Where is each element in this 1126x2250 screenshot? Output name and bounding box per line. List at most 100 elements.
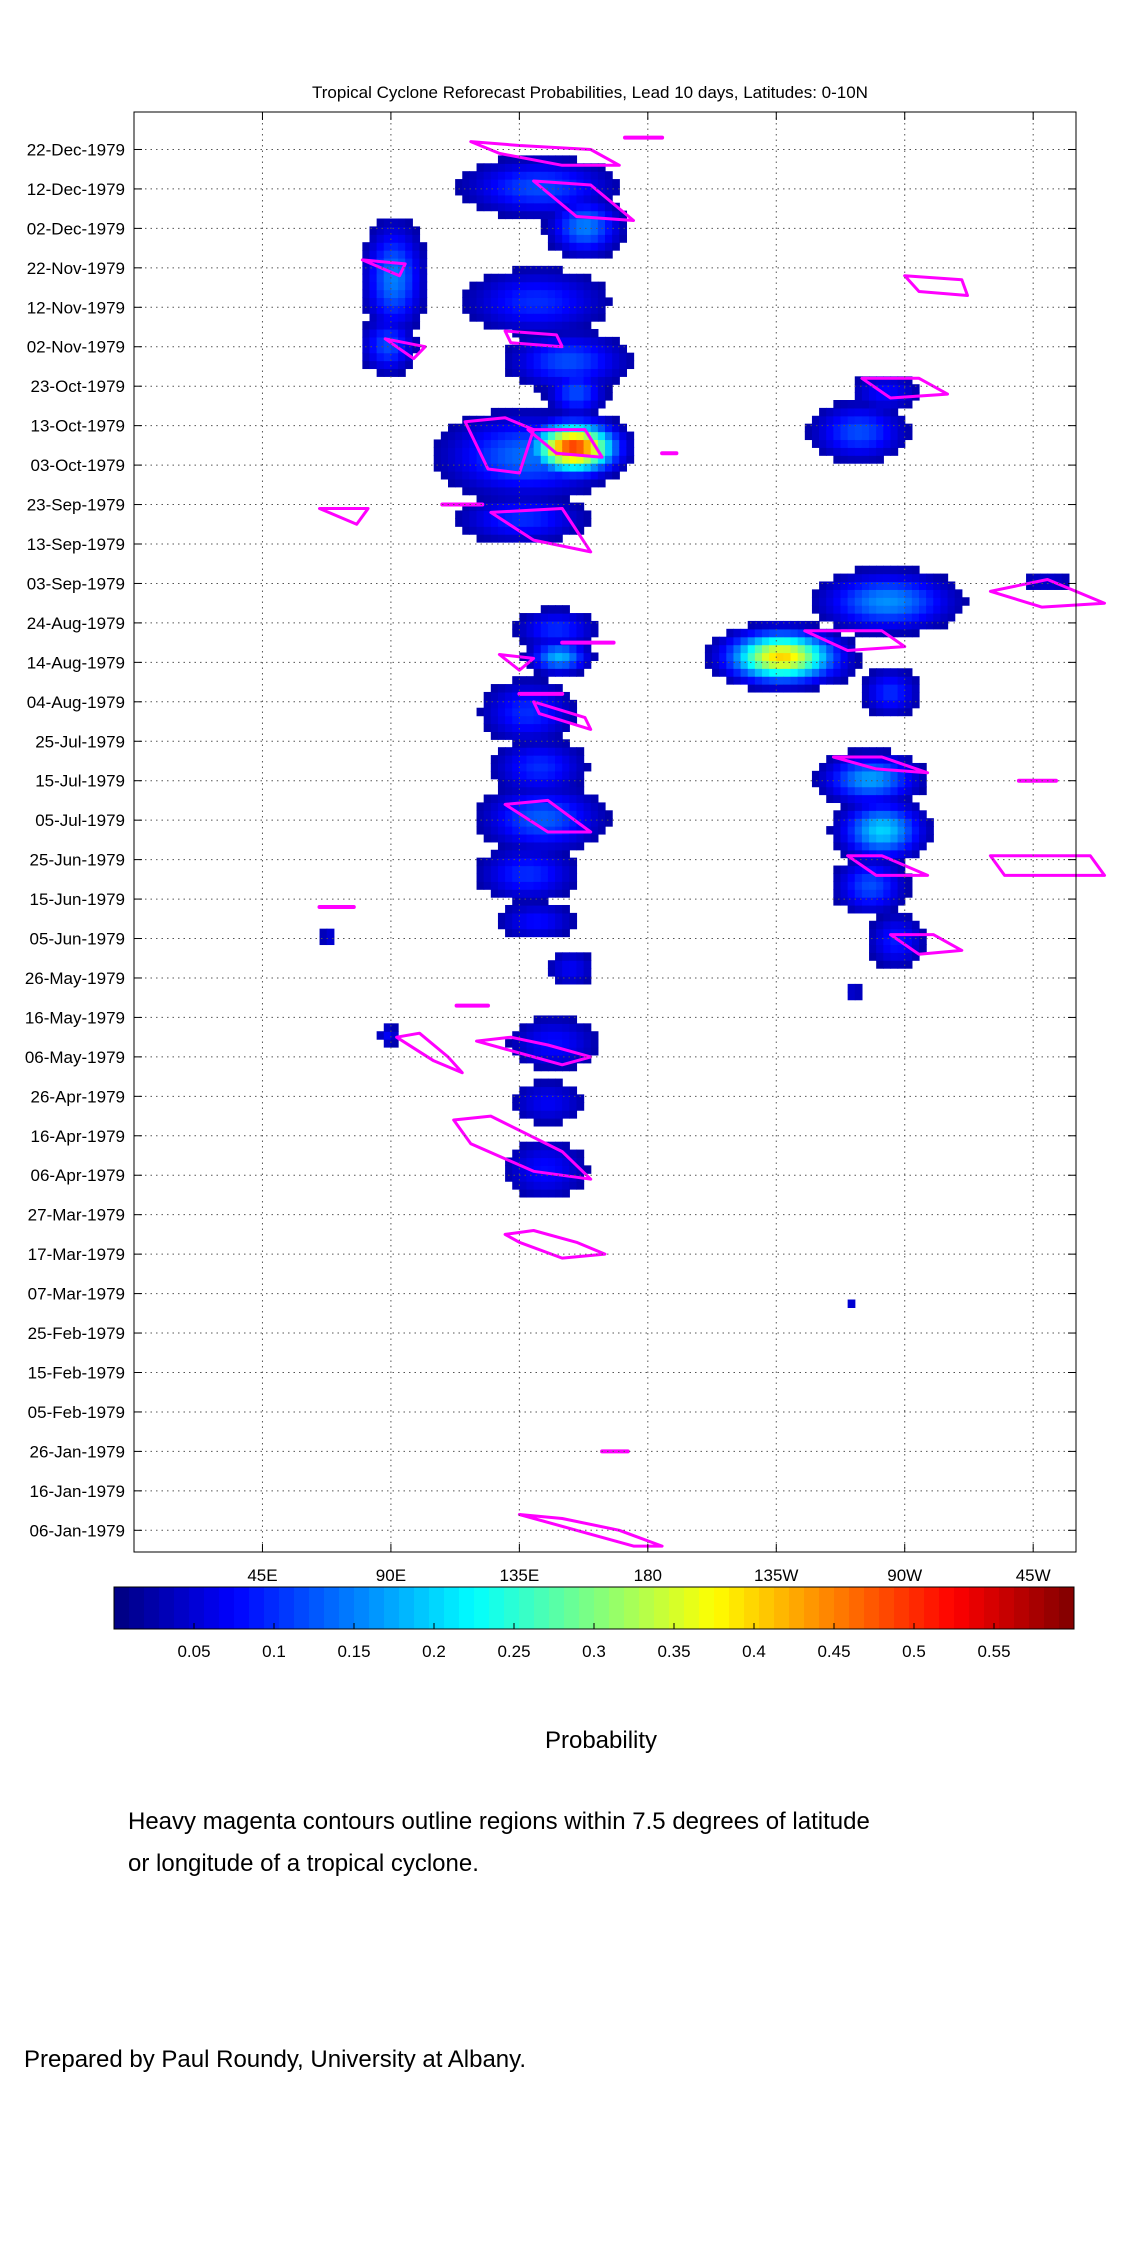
probability-cell <box>497 865 506 875</box>
probability-cell <box>762 676 770 685</box>
probability-cell <box>876 818 884 827</box>
probability-cell <box>876 897 884 906</box>
probability-cell <box>590 352 599 362</box>
probability-cell <box>833 786 842 796</box>
probability-cell <box>369 328 378 338</box>
probability-cell <box>890 376 899 385</box>
colorbar-swatch <box>429 1587 445 1629</box>
probability-cell <box>526 802 535 811</box>
probability-cell <box>519 691 528 701</box>
probability-cell <box>512 155 520 164</box>
probability-cell <box>840 897 849 906</box>
probability-cell <box>526 613 535 622</box>
probability-cell <box>362 321 371 330</box>
probability-cell <box>840 794 849 804</box>
probability-cell <box>576 478 585 488</box>
probability-cell <box>562 1157 570 1166</box>
probability-cell <box>883 747 892 756</box>
probability-cell <box>512 368 520 377</box>
probability-cell <box>562 376 570 385</box>
probability-cell <box>890 818 899 827</box>
probability-cell <box>526 1023 535 1032</box>
probability-cell <box>612 344 620 354</box>
probability-cell <box>562 668 570 677</box>
probability-cell <box>547 265 556 275</box>
probability-cell <box>533 510 542 519</box>
probability-cell <box>890 802 899 811</box>
probability-cell <box>804 636 813 646</box>
probability-cell <box>869 833 877 843</box>
probability-cell <box>562 755 570 764</box>
probability-cell <box>540 202 549 212</box>
probability-cell <box>540 376 549 385</box>
probability-cell <box>533 423 542 433</box>
probability-cell <box>569 155 578 164</box>
colorbar-swatch <box>774 1587 790 1629</box>
probability-cell <box>576 242 585 251</box>
probability-cell <box>362 344 371 354</box>
probability-cell <box>390 1039 399 1048</box>
probability-cell <box>526 778 535 788</box>
probability-cell <box>733 652 742 661</box>
probability-cell <box>776 684 785 693</box>
probability-cell <box>854 605 863 614</box>
probability-cell <box>533 1086 542 1095</box>
probability-cell <box>590 652 599 661</box>
probability-cell <box>562 904 570 914</box>
colorbar-swatch <box>564 1587 580 1629</box>
probability-cell <box>1026 581 1034 590</box>
probability-cell <box>519 904 528 914</box>
probability-cell <box>476 186 485 196</box>
probability-cell <box>526 179 535 188</box>
probability-cell <box>483 202 492 212</box>
probability-cell <box>583 818 592 827</box>
probability-cell <box>897 699 906 709</box>
colorbar-swatch <box>594 1587 610 1629</box>
colorbar-swatch <box>234 1587 250 1629</box>
probability-cell <box>569 620 578 630</box>
probability-cell <box>897 833 906 843</box>
probability-cell <box>583 652 592 661</box>
probability-cell <box>833 439 842 448</box>
probability-cell <box>526 502 535 512</box>
probability-cell <box>804 644 813 654</box>
probability-cell <box>919 605 927 614</box>
probability-cell <box>505 1173 513 1182</box>
probability-cell <box>490 881 499 890</box>
probability-cell <box>547 218 556 228</box>
probability-cell <box>512 305 520 314</box>
probability-cell <box>519 1023 528 1032</box>
probability-cell <box>576 770 585 780</box>
probability-cell <box>583 510 592 519</box>
probability-cell <box>869 676 877 685</box>
probability-cell <box>505 810 513 819</box>
probability-cell <box>562 920 570 930</box>
probability-cell <box>526 755 535 764</box>
probability-cell <box>733 660 742 669</box>
probability-cell <box>405 250 413 259</box>
probability-cell <box>512 171 520 180</box>
probability-cell <box>833 620 842 630</box>
probability-cell <box>869 597 877 606</box>
probability-cell <box>869 897 877 906</box>
probability-cell <box>597 202 606 212</box>
probability-cell <box>519 447 528 456</box>
probability-cell <box>576 960 585 969</box>
probability-cell <box>569 715 578 725</box>
cyclone-contour <box>383 337 427 361</box>
probability-cell <box>869 455 877 464</box>
probability-cell <box>583 518 592 527</box>
probability-cell <box>883 684 892 693</box>
probability-cell <box>590 281 599 291</box>
probability-cell <box>897 841 906 851</box>
probability-cell <box>490 731 499 740</box>
probability-cell <box>840 589 849 598</box>
probability-cell <box>505 163 513 172</box>
probability-cell <box>383 273 392 283</box>
probability-cell <box>876 691 884 701</box>
probability-cell <box>890 605 899 614</box>
probability-cell <box>476 163 485 172</box>
probability-cell <box>569 455 578 464</box>
probability-cell <box>497 920 506 930</box>
probability-cell <box>526 171 535 180</box>
